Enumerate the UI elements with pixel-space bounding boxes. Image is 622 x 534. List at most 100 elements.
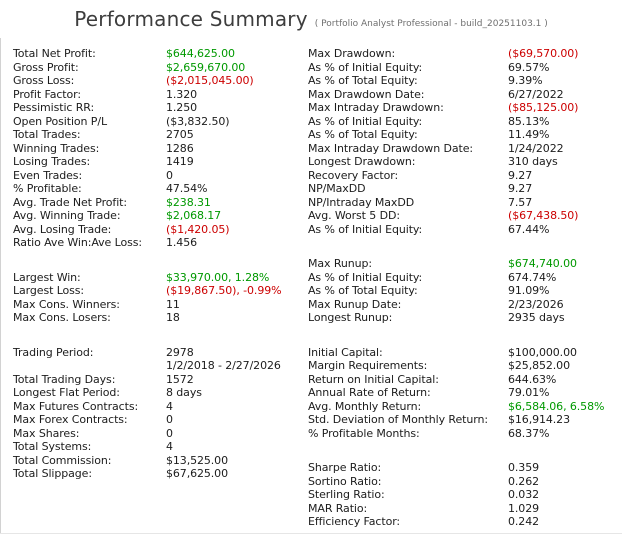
stat-row: As % of Initial Equity: 674.74% xyxy=(308,271,616,285)
stat-label: Avg. Losing Trade: xyxy=(13,222,112,236)
stat-row: Total Trading Days: 1572 xyxy=(13,373,303,387)
stat-value: $674,740.00 xyxy=(508,257,577,270)
stat-value: 11.49% xyxy=(508,128,550,141)
stat-row: 1/2/2018 - 2/27/2026 xyxy=(13,359,303,373)
stat-label: Ratio Ave Win:Ave Loss: xyxy=(13,236,142,249)
stat-value: 67.44% xyxy=(508,222,550,236)
stats-section: Max Runup: $674,740.00 As % of Initial Equ… xyxy=(308,257,616,325)
stat-label: Max Runup: xyxy=(308,257,372,270)
stat-row: Std. Deviation of Monthly Return: $16,914… xyxy=(308,413,616,427)
stat-value: 47.54% xyxy=(166,182,208,195)
stat-value: 6/27/2022 xyxy=(508,87,564,101)
stat-row: MAR Ratio: 1.029 xyxy=(308,502,616,516)
stat-label: Largest Win: xyxy=(13,270,81,284)
stat-value: $644,625.00 xyxy=(166,47,235,60)
stat-row: Initial Capital: $100,000.00 xyxy=(308,346,616,360)
stat-row: Trading Period: 2978 xyxy=(13,346,303,360)
stat-label: Even Trades: xyxy=(13,168,83,182)
stat-row: Total Net Profit: $644,625.00 xyxy=(13,47,303,61)
stat-label: NP/MaxDD xyxy=(308,182,366,195)
stat-label: Return on Initial Capital: xyxy=(308,372,439,386)
stat-value: 69.57% xyxy=(508,60,550,74)
stats-section: Max Drawdown: ($69,570.00) As % of Initial… xyxy=(308,47,616,236)
stat-row: Avg. Monthly Return: $6,584.06, 6.58% xyxy=(308,400,616,414)
stat-row: Profit Factor: 1.320 xyxy=(13,88,303,102)
stat-label: Max Forex Contracts: xyxy=(13,413,128,426)
stat-value: 4 xyxy=(166,440,173,453)
stat-row: Pessimistic RR: 1.250 xyxy=(13,101,303,115)
stat-label: As % of Total Equity: xyxy=(308,74,418,87)
stat-label: Avg. Winning Trade: xyxy=(13,209,121,222)
report-header: Performance Summary ( Portfolio Analyst P… xyxy=(0,6,622,32)
stat-value: ($1,420.05) xyxy=(166,222,230,236)
stat-value: 1.250 xyxy=(166,101,197,114)
stat-row: Longest Flat Period: 8 days xyxy=(13,386,303,400)
stat-row: % Profitable: 47.54% xyxy=(13,182,303,196)
stat-value: 0 xyxy=(166,168,173,182)
stat-row: As % of Initial Equity: 67.44% xyxy=(308,223,616,237)
page-title: Performance Summary xyxy=(74,7,308,31)
stat-row: Avg. Trade Net Profit: $238.31 xyxy=(13,196,303,210)
stat-row: Total Slippage: $67,625.00 xyxy=(13,467,303,481)
stat-label: Avg. Worst 5 DD: xyxy=(308,209,400,222)
stat-row: Sharpe Ratio: 0.359 xyxy=(308,461,616,475)
stat-value: 9.39% xyxy=(508,74,543,87)
stat-row: Max Intraday Drawdown: ($85,125.00) xyxy=(308,101,616,115)
stat-row: Largest Loss: ($19,867.50), -0.99% xyxy=(13,284,303,298)
stat-value: 0 xyxy=(166,413,173,426)
stat-row: Sterling Ratio: 0.032 xyxy=(308,488,616,502)
stat-value: 85.13% xyxy=(508,114,550,128)
stat-row: Total Systems: 4 xyxy=(13,440,303,454)
stat-row: As % of Initial Equity: 85.13% xyxy=(308,115,616,129)
stat-row: Avg. Worst 5 DD: ($67,438.50) xyxy=(308,209,616,223)
stat-value: 79.01% xyxy=(508,386,550,399)
stat-value: 1.320 xyxy=(166,87,197,101)
stat-value: 91.09% xyxy=(508,284,550,297)
stat-label: As % of Initial Equity: xyxy=(308,222,423,236)
stat-label: Gross Loss: xyxy=(13,74,75,87)
stat-label: Largest Loss: xyxy=(13,284,85,297)
stat-label: As % of Initial Equity: xyxy=(308,114,423,128)
stat-label: As % of Total Equity: xyxy=(308,284,418,297)
stat-label: Total Net Profit: xyxy=(13,47,96,60)
stat-value: 2978 xyxy=(166,345,194,359)
stat-label: Total Systems: xyxy=(13,440,92,453)
stat-label: Total Commission: xyxy=(13,453,112,467)
stat-value: 1/24/2022 xyxy=(508,141,564,155)
stat-value: 0.262 xyxy=(508,474,539,488)
stat-value: $33,970.00, 1.28% xyxy=(166,270,270,284)
stat-label: Efficiency Factor: xyxy=(308,515,401,528)
stat-value: 11 xyxy=(166,297,180,311)
stat-row: Max Futures Contracts: 4 xyxy=(13,400,303,414)
stat-label: NP/Intraday MaxDD xyxy=(308,195,415,209)
stat-label: Profit Factor: xyxy=(13,87,81,101)
stat-value: $6,584.06, 6.58% xyxy=(508,399,605,413)
stat-label: Winning Trades: xyxy=(13,141,100,155)
stat-row: As % of Initial Equity: 69.57% xyxy=(308,61,616,75)
stat-value: 0 xyxy=(166,426,173,440)
stat-label: Max Futures Contracts: xyxy=(13,399,139,413)
stat-row: Recovery Factor: 9.27 xyxy=(308,169,616,183)
stat-row: Max Runup Date: 2/23/2026 xyxy=(308,298,616,312)
stat-value: 1/2/2018 - 2/27/2026 xyxy=(166,359,281,372)
stat-row: Return on Initial Capital: 644.63% xyxy=(308,373,616,387)
stat-label: Losing Trades: xyxy=(13,155,91,168)
stat-row: Total Commission: $13,525.00 xyxy=(13,454,303,468)
stat-value: $67,625.00 xyxy=(166,467,228,480)
stat-row: Max Shares: 0 xyxy=(13,427,303,441)
stat-label: Max Drawdown: xyxy=(308,47,396,60)
stat-row: Total Trades: 2705 xyxy=(13,128,303,142)
stat-value: ($85,125.00) xyxy=(508,101,579,114)
stat-value: ($19,867.50), -0.99% xyxy=(166,284,282,297)
stat-value: 1286 xyxy=(166,141,194,155)
stat-row: Even Trades: 0 xyxy=(13,169,303,183)
stat-row: Longest Runup: 2935 days xyxy=(308,311,616,325)
stat-row: Largest Win: $33,970.00, 1.28% xyxy=(13,271,303,285)
stat-label: Recovery Factor: xyxy=(308,168,399,182)
stat-label: MAR Ratio: xyxy=(308,501,368,515)
stat-value: ($69,570.00) xyxy=(508,47,579,60)
stat-row: As % of Total Equity: 11.49% xyxy=(308,128,616,142)
stat-value: 18 xyxy=(166,311,180,324)
stat-row: Gross Loss: ($2,015,045.00) xyxy=(13,74,303,88)
